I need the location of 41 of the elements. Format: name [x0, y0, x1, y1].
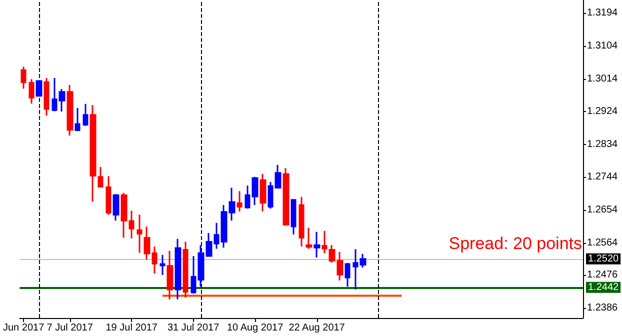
- candlestick: [160, 254, 166, 276]
- candlestick: [344, 262, 350, 288]
- y-tick-label: 1.3194: [587, 8, 618, 19]
- x-tick-label: 22 Aug 2017: [288, 322, 346, 334]
- candlestick: [44, 77, 50, 116]
- candlestick: [166, 250, 174, 300]
- candlestick: [298, 196, 304, 248]
- x-tick-label: 19 Jul 2017: [106, 322, 158, 334]
- candlestick: [282, 167, 290, 226]
- candlestick: [236, 190, 242, 212]
- y-tick-label: 1.2476: [587, 269, 618, 280]
- candlestick: [28, 78, 34, 104]
- candlestick: [20, 66, 26, 90]
- candlestick: [36, 80, 42, 98]
- y-tick-label: 1.2924: [587, 106, 618, 118]
- y-tick-label: 1.2564: [587, 237, 618, 248]
- candlestick: [136, 214, 142, 254]
- candlestick: [182, 241, 188, 298]
- ref-line-label: 1.2442: [588, 282, 620, 293]
- x-tick-label: 7 Jul 2017: [46, 322, 94, 334]
- candlestick: [314, 231, 320, 258]
- x-tick-label: 31 Jul 2017: [167, 322, 220, 334]
- y-tick-label: 1.3014: [587, 73, 618, 84]
- candlestick: [74, 107, 80, 132]
- candlestick: [112, 193, 120, 222]
- y-tick-label: 1.3104: [587, 40, 618, 52]
- candlestick: [66, 84, 74, 136]
- y-tick-label: 1.2654: [587, 204, 618, 216]
- candlestick: [290, 198, 296, 236]
- candlestick: [260, 173, 266, 212]
- x-tick-label: 10 Aug 2017: [226, 322, 284, 334]
- y-tick-label: 1.2834: [587, 138, 618, 150]
- candlestick: [174, 238, 182, 300]
- candlestick: [306, 227, 312, 250]
- candlestick: [106, 175, 112, 216]
- annotation: Spread: 20 points: [448, 234, 582, 253]
- y-tick-label: 1.2386: [587, 302, 618, 314]
- y-tick-label: 1.2744: [587, 172, 618, 183]
- ref-line-label: 1.2520: [588, 253, 620, 264]
- candlestick: [82, 103, 88, 127]
- x-tick-label: Jun 2017: [2, 322, 45, 334]
